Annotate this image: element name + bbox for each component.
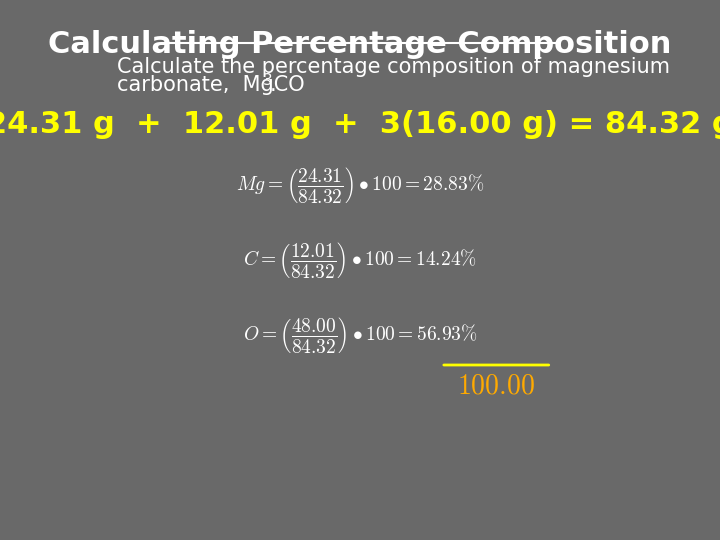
Text: Calculate the percentage composition of magnesium: Calculate the percentage composition of … [117, 57, 670, 77]
Text: 3: 3 [263, 73, 272, 88]
Text: $O = \left(\dfrac{48.00}{84.32}\right)\bullet100 = 56.93\%$: $O = \left(\dfrac{48.00}{84.32}\right)\b… [243, 315, 477, 355]
Text: carbonate,  MgCO: carbonate, MgCO [117, 75, 305, 95]
Text: 24.31 g  +  12.01 g  +  3(16.00 g) = 84.32 g: 24.31 g + 12.01 g + 3(16.00 g) = 84.32 g [0, 110, 720, 139]
Text: .: . [269, 75, 276, 95]
Text: Calculating Percentage Composition: Calculating Percentage Composition [48, 30, 672, 59]
Text: $\mathbf{100.00}$: $\mathbf{100.00}$ [457, 372, 535, 400]
Text: $C = \left(\dfrac{12.01}{84.32}\right)\bullet100 = 14.24\%$: $C = \left(\dfrac{12.01}{84.32}\right)\b… [243, 240, 477, 280]
Text: $Mg = \left(\dfrac{24.31}{84.32}\right)\bullet100 = 28.83\%$: $Mg = \left(\dfrac{24.31}{84.32}\right)\… [236, 165, 484, 205]
